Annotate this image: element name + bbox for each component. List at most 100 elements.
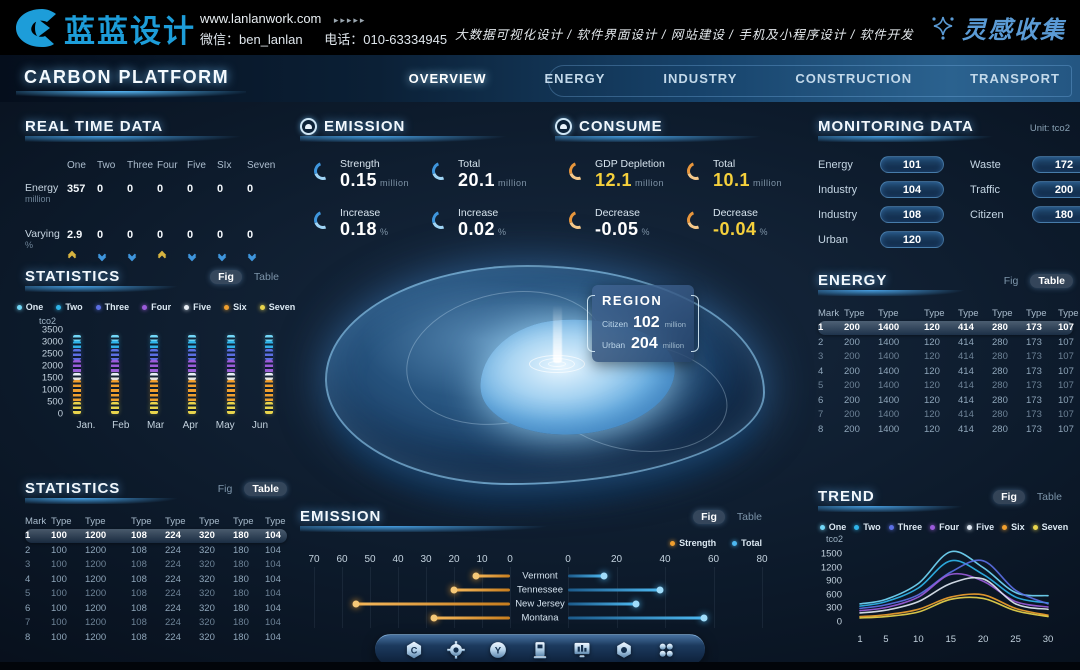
bar-column-jun[interactable] xyxy=(264,334,273,414)
emission-stat-value: 20.1 million xyxy=(458,170,528,190)
nav-item-overview[interactable]: OVERVIEW xyxy=(408,71,487,86)
toggle-table[interactable]: Table xyxy=(253,271,279,283)
toggle-fig[interactable]: Fig xyxy=(210,270,242,284)
bar-column-feb[interactable] xyxy=(111,334,120,414)
bar-chart-x-tick: May xyxy=(215,420,235,431)
statistics-table-row[interactable]: 7 100 1200 108 224 320 180 104 xyxy=(25,616,287,631)
toggle-fig[interactable]: Fig xyxy=(693,510,725,524)
toggle-table[interactable]: Table xyxy=(1036,491,1062,503)
toggle-fig[interactable]: Fig xyxy=(217,483,233,495)
bar-column-jan[interactable] xyxy=(73,334,81,414)
realtime-panel: REAL TIME DATA One Two Three Four Five SIx Sev… xyxy=(25,118,287,262)
realtime-value: 0 xyxy=(187,229,194,241)
statistics-table-header-cell: Type xyxy=(51,515,72,527)
total-bar[interactable] xyxy=(568,588,661,592)
nut-icon[interactable] xyxy=(614,640,634,660)
total-dot xyxy=(700,614,708,622)
energy-table-row[interactable]: 4 200 1400 120 414 280 173 107 xyxy=(818,364,1074,379)
toggle-fig[interactable]: Fig xyxy=(1003,275,1019,287)
home-c-icon[interactable]: C xyxy=(404,640,424,660)
dumbbell-right-tick: 40 xyxy=(659,554,671,565)
legend-dot-icon xyxy=(95,304,101,310)
region-popup[interactable]: REGION Citizen 102 million Urban 204 million xyxy=(587,285,699,362)
lanlan-logo-icon xyxy=(16,9,56,47)
realtime-col-header: Five xyxy=(187,160,206,171)
energy-table-header-cell: Type xyxy=(992,307,1013,319)
energy-panel: ENERGY Fig Table Mark Type Type Type Type Type… xyxy=(818,272,1079,437)
energy-table-row[interactable]: 3 200 1400 120 414 280 173 107 xyxy=(818,350,1074,365)
energy-table-cell: 280 xyxy=(992,322,1008,334)
nav-item-construction[interactable]: CONSTRUCTION xyxy=(795,71,913,86)
total-bar[interactable] xyxy=(568,602,636,606)
total-bar[interactable] xyxy=(568,574,605,578)
valve-y-icon[interactable]: Y xyxy=(488,640,508,660)
energy-table-row[interactable]: 5 200 1400 120 414 280 173 107 xyxy=(818,379,1074,394)
statistics-table-row[interactable]: 5 100 1200 108 224 320 180 104 xyxy=(25,587,287,602)
arc-icon xyxy=(566,159,590,183)
statistics-table-row[interactable]: 6 100 1200 108 224 320 180 104 xyxy=(25,601,287,616)
dashboard-monitor-icon[interactable] xyxy=(572,640,592,660)
toggle-table[interactable]: Table xyxy=(244,482,287,496)
statistics-table-row[interactable]: 4 100 1200 108 224 320 180 104 xyxy=(25,572,287,587)
strength-bar[interactable] xyxy=(356,602,510,606)
strength-bar[interactable] xyxy=(454,588,510,592)
total-bar[interactable] xyxy=(568,616,704,620)
statistics-table-cell: 320 xyxy=(199,573,215,585)
up-trend-arrow-icon xyxy=(67,250,97,262)
toggle-table[interactable]: Table xyxy=(1030,274,1073,288)
energy-table-cell: 120 xyxy=(924,322,940,334)
energy-table-row[interactable]: 7 200 1400 120 414 280 173 107 xyxy=(818,408,1074,423)
energy-table-row[interactable]: 8 200 1400 120 414 280 173 107 xyxy=(818,422,1074,437)
realtime-spacer xyxy=(247,205,277,227)
map-3d[interactable] xyxy=(295,227,810,517)
statistics-table-cell: 224 xyxy=(165,602,181,614)
inspiration-label[interactable]: 灵感收集 xyxy=(962,18,1066,44)
charging-station-icon[interactable] xyxy=(530,640,550,660)
emission-stat-label: Increase xyxy=(340,207,381,219)
realtime-row-name: Energy xyxy=(25,182,59,194)
statistics-table-row[interactable]: 3 100 1200 108 224 320 180 104 xyxy=(25,558,287,573)
nav-item-transport[interactable]: TRANSPORT xyxy=(970,71,1060,86)
strength-bar[interactable] xyxy=(476,574,510,578)
legend-dot-icon xyxy=(142,304,148,310)
toggle-table[interactable]: Table xyxy=(736,511,762,523)
region-row-unit: million xyxy=(662,341,684,350)
dumbbell-gridline xyxy=(342,567,343,628)
footer-strip xyxy=(0,662,1080,670)
bar-segment-two xyxy=(188,340,197,350)
bar-column-may[interactable] xyxy=(226,334,235,414)
statistics-table-row[interactable]: 2 100 1200 108 224 320 180 104 xyxy=(25,543,287,558)
energy-table-row[interactable]: 6 200 1400 120 414 280 173 107 xyxy=(818,393,1074,408)
nav-item-industry[interactable]: INDUSTRY xyxy=(663,71,738,86)
consume-panel: CONSUME GDP Depletion 12.1 million Total 10.… xyxy=(555,118,805,242)
bar-segment-five xyxy=(226,373,235,381)
svg-text:Y: Y xyxy=(495,646,502,657)
bar-column-mar[interactable] xyxy=(149,334,158,414)
arc-icon xyxy=(311,208,335,232)
monitoring-row: Industry 104 xyxy=(818,181,944,198)
statistics-table-header-cell: Mark xyxy=(25,515,47,527)
energy-table-cell: 414 xyxy=(958,336,974,348)
legend-dot-icon xyxy=(1002,524,1008,530)
bar-column-apr[interactable] xyxy=(188,334,197,414)
bar-chart-y-tick: 2500 xyxy=(41,348,63,360)
energy-table-row[interactable]: 2 200 1400 120 414 280 173 107 xyxy=(818,335,1074,350)
legend-item-six: Six xyxy=(1002,522,1025,532)
arc-icon xyxy=(429,159,453,183)
realtime-spacer xyxy=(157,205,187,227)
statistics-table-row[interactable]: 1 100 1200 108 224 320 180 104 xyxy=(25,528,287,543)
statistics-table-row[interactable]: 8 100 1200 108 224 320 180 104 xyxy=(25,630,287,645)
monitoring-value-pill: 101 xyxy=(880,156,944,173)
statistics-table-cell: 108 xyxy=(131,544,147,556)
apps-grid-icon[interactable] xyxy=(656,640,676,660)
trend-y-tick: 1500 xyxy=(820,548,842,560)
toggle-fig[interactable]: Fig xyxy=(993,490,1025,504)
nav-item-energy[interactable]: ENERGY xyxy=(544,71,606,86)
strength-bar[interactable] xyxy=(434,616,510,620)
website-link[interactable]: www.lanlanwork.com xyxy=(200,11,322,26)
dumbbell-left-tick: 60 xyxy=(336,554,348,565)
energy-table-row[interactable]: 1 200 1400 120 414 280 173 107 xyxy=(818,320,1074,335)
energy-table-cell: 414 xyxy=(958,351,974,363)
svg-text:C: C xyxy=(411,646,418,656)
gear-icon[interactable] xyxy=(446,640,466,660)
